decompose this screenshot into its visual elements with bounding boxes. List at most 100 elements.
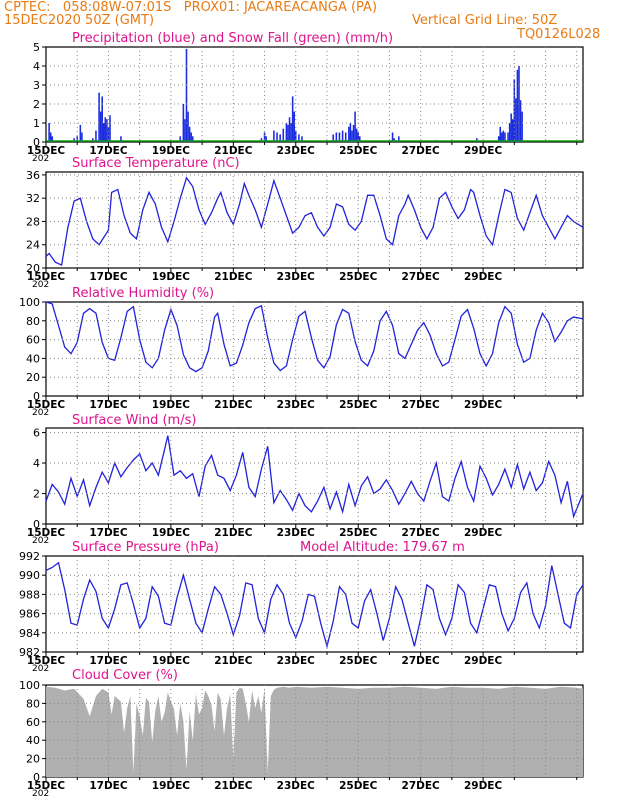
wind-xtick-label: 17DEC <box>89 527 128 539</box>
precip-bar <box>109 115 111 142</box>
pressure-xtick-label: 27DEC <box>402 655 441 667</box>
precip-bar <box>513 79 516 142</box>
pressure-ytick-label: 988 <box>19 588 40 601</box>
temp-title: Surface Temperature (nC) <box>72 156 240 171</box>
precip-xtick-label: 29DEC <box>464 145 503 157</box>
temp-xtick-label: 15DEC <box>27 271 66 283</box>
precip-bar <box>348 126 350 142</box>
precip-bar <box>508 123 511 142</box>
precip-bar <box>499 126 502 142</box>
precip-bar <box>190 132 192 142</box>
precip-bar <box>351 130 353 142</box>
temp-xtick-label: 19DEC <box>152 271 191 283</box>
precip-bar <box>279 134 281 142</box>
temp-line <box>45 176 584 267</box>
header-date: 15DEC2020 50Z (GMT) <box>4 13 155 28</box>
rh-year-fragment: 202 <box>32 408 49 418</box>
cloud-xtick-label: 29DEC <box>464 780 503 792</box>
precip-bar <box>504 132 506 142</box>
pressure-xtick-label: 21DEC <box>214 655 253 667</box>
pressure-ytick-label: 992 <box>19 550 40 563</box>
cloud-xtick-label: 27DEC <box>402 780 441 792</box>
rh-xtick-label: 25DEC <box>339 399 378 411</box>
precip-bar <box>106 119 108 142</box>
cloud-ytick-label: 60 <box>26 716 40 729</box>
precip-bar <box>358 136 361 142</box>
wind-ytick-label: 2 <box>33 488 40 501</box>
precip-bar <box>99 111 102 142</box>
precip-xtick-label: 19DEC <box>152 145 191 157</box>
wind-xtick-label: 21DEC <box>214 527 253 539</box>
precip-bar <box>357 132 359 142</box>
precip-bar <box>120 136 122 142</box>
temp-xtick-label: 21DEC <box>214 271 253 283</box>
precip-bar <box>49 132 52 142</box>
precip-ytick-label: 0 <box>33 136 40 149</box>
precip-ytick-label: 2 <box>33 98 40 111</box>
cloud-year-fragment: 202 <box>32 789 49 799</box>
pressure-title: Surface Pressure (hPa) <box>72 540 219 555</box>
precip-bar <box>260 138 263 142</box>
temp-xtick-label: 23DEC <box>277 271 316 283</box>
pressure-xtick-label: 15DEC <box>27 655 66 667</box>
precip-bar <box>332 134 335 142</box>
precip-bar <box>51 136 54 142</box>
precip-bar <box>516 69 519 142</box>
precip-bar <box>502 130 505 142</box>
precip-bar <box>73 138 75 142</box>
precip-bar <box>288 117 291 142</box>
precip-ytick-label: 5 <box>33 41 40 54</box>
precip-bar <box>398 136 400 142</box>
precip-bar <box>48 123 50 142</box>
precip-bar <box>92 138 94 142</box>
header-grid-note: Vertical Grid Line: 50Z <box>412 13 558 28</box>
precip-bar <box>355 128 358 142</box>
precip-bar <box>338 132 341 142</box>
precip-bar <box>185 48 188 142</box>
temp-ytick-label: 28 <box>26 215 40 228</box>
rh-ytick-label: 80 <box>26 315 40 328</box>
rh-xtick-label: 15DEC <box>27 399 66 411</box>
precip-xtick-label: 17DEC <box>89 145 128 157</box>
precip-xtick-label: 15DEC <box>27 145 66 157</box>
precip-bar <box>265 136 267 142</box>
precip-bar <box>501 132 503 142</box>
temp-xtick-label: 29DEC <box>464 271 503 283</box>
temp-xtick-label: 25DEC <box>339 271 378 283</box>
wind-xtick-label: 25DEC <box>339 527 378 539</box>
header-code: TQ0126L028 <box>517 27 601 42</box>
rh-ytick-label: 0 <box>33 390 40 403</box>
rh-xtick-label: 29DEC <box>464 399 503 411</box>
precip-bar <box>287 124 289 142</box>
pressure-ytick-label: 982 <box>19 646 40 659</box>
precip-bar <box>511 119 514 142</box>
wind-xtick-label: 19DEC <box>152 527 191 539</box>
precip-bar <box>507 132 509 142</box>
temp-ytick-label: 20 <box>26 262 40 275</box>
header-line1: CPTEC: 058:08W-07:01S PROX01: JACAREACAN… <box>4 0 378 15</box>
rh-ytick-label: 20 <box>26 371 40 384</box>
precip-bar <box>81 132 83 142</box>
rh-xtick-label: 21DEC <box>214 399 253 411</box>
precip-bar <box>354 111 356 142</box>
rh-xtick-label: 19DEC <box>152 399 191 411</box>
cloud-xtick-label: 19DEC <box>152 780 191 792</box>
precip-bar <box>519 100 522 142</box>
pressure-ytick-label: 984 <box>19 627 40 640</box>
rh-ytick-label: 100 <box>19 296 40 309</box>
temp-ytick-label: 36 <box>26 169 40 182</box>
temp-ytick-label: 32 <box>26 192 40 205</box>
precip-bar <box>98 92 100 142</box>
pressure-xtick-label: 19DEC <box>152 655 191 667</box>
precip-bar <box>285 123 288 142</box>
pressure-xtick-label: 29DEC <box>464 655 503 667</box>
precip-bar <box>497 136 500 142</box>
precip-bar <box>294 130 297 142</box>
wind-xtick-label: 15DEC <box>27 527 66 539</box>
wind-ytick-label: 0 <box>33 518 40 531</box>
pressure-xtick-label: 25DEC <box>339 655 378 667</box>
precip-xtick-label: 23DEC <box>277 145 316 157</box>
pressure-xtick-label: 23DEC <box>277 655 316 667</box>
pressure-line <box>45 561 584 649</box>
rh-ytick-label: 60 <box>26 334 40 347</box>
